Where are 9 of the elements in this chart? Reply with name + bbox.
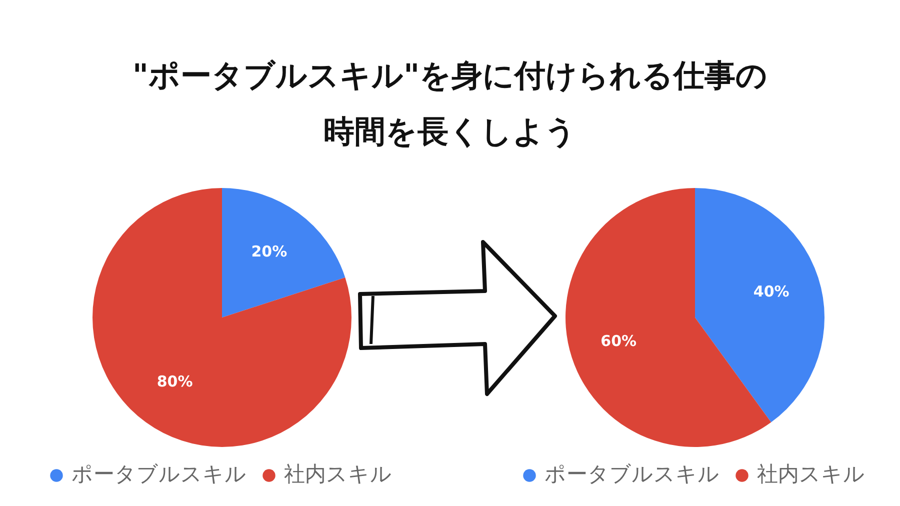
legend-label: 社内スキル bbox=[757, 462, 865, 486]
legend-label: ポータブルスキル bbox=[544, 462, 720, 486]
data-label: 20% bbox=[251, 242, 288, 260]
data-label: 60% bbox=[600, 332, 637, 350]
chart-title: "ポータブルスキル"を身に付けられる仕事の時間を長くしよう bbox=[131, 57, 769, 152]
legend-label: ポータブルスキル bbox=[72, 462, 246, 486]
data-label: 40% bbox=[753, 282, 790, 301]
data-label: 80% bbox=[156, 372, 193, 390]
legend-label: 社内スキル bbox=[284, 462, 392, 486]
